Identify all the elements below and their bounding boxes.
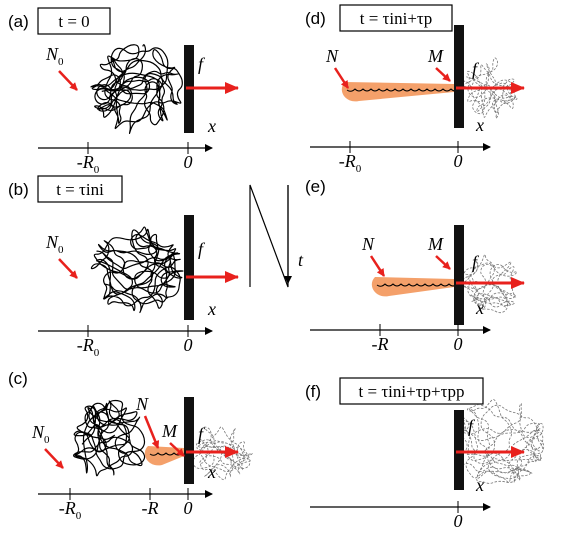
tick-label: -R0	[339, 151, 362, 175]
axis-name: x	[207, 462, 216, 482]
n0-label: N0	[45, 232, 64, 256]
pointer-arrow	[58, 258, 78, 279]
tick-label-main: -R	[77, 335, 94, 355]
axis-name: x	[207, 116, 216, 136]
time-label: t = τini+τp	[360, 9, 433, 28]
tick-label-main: -R	[339, 151, 356, 171]
tick-label-main: -R	[372, 334, 389, 354]
n-label: N	[361, 234, 375, 254]
n0-label-main: N	[45, 44, 59, 64]
tick-label-sub: 0	[94, 164, 100, 176]
panel-label: (f)	[305, 382, 321, 401]
polymer	[454, 399, 545, 484]
polymer	[73, 399, 146, 477]
tick-label: -R0	[77, 152, 100, 176]
tick-label: 0	[184, 498, 193, 518]
tick-label-main: 0	[184, 152, 193, 172]
tick-label-main: 0	[454, 151, 463, 171]
wall	[184, 215, 194, 320]
axis-name: x	[475, 115, 484, 135]
tick-label: 0	[454, 511, 463, 531]
polymer	[90, 44, 183, 135]
pointer-arrow	[435, 67, 451, 82]
time-label: t = 0	[58, 12, 89, 31]
axis-name: x	[475, 298, 484, 318]
pointer-arrow	[435, 255, 451, 270]
wall	[454, 225, 464, 325]
n-label: N	[325, 46, 339, 66]
pointer-arrow	[369, 255, 386, 277]
translocated-segment	[341, 82, 454, 102]
tick-label-sub: 0	[94, 347, 100, 359]
m-label: M	[161, 421, 178, 441]
tick-label-main: 0	[184, 335, 193, 355]
polymer	[90, 226, 184, 314]
tick-label-main: 0	[184, 498, 193, 518]
tick-label-sub: 0	[76, 510, 82, 522]
time-box	[37, 7, 111, 35]
time-box	[37, 175, 123, 203]
tick-label: 0	[184, 152, 193, 172]
n0-label-sub: 0	[44, 434, 50, 446]
time-label: t = τini+τp+τpp	[359, 382, 465, 401]
tick-label: -R	[142, 498, 159, 518]
time-box	[339, 377, 484, 405]
tick-label: 0	[184, 335, 193, 355]
pointer-arrow	[58, 70, 78, 91]
force-label: f	[198, 239, 206, 259]
n0-label: N0	[45, 44, 64, 68]
panel-label: (c)	[8, 369, 28, 388]
n0-label-main: N	[45, 232, 59, 252]
tick-label-main: -R	[59, 498, 76, 518]
chain-line	[346, 88, 460, 92]
wall	[454, 410, 464, 490]
tick-label-main: 0	[454, 334, 463, 354]
force-label: f	[472, 252, 480, 272]
m-label: M	[427, 46, 444, 66]
n0-label: N0	[31, 422, 50, 446]
pointer-arrow	[333, 67, 350, 89]
axis-name: x	[475, 475, 484, 495]
tick-label-main: 0	[454, 511, 463, 531]
panel-label: (d)	[305, 9, 326, 28]
n0-label-sub: 0	[58, 244, 64, 256]
m-label: M	[427, 234, 444, 254]
force-label: f	[198, 54, 206, 74]
panel-label: (a)	[8, 12, 29, 31]
translocated-segment	[144, 446, 184, 466]
time-arrow: t	[249, 184, 304, 288]
tick-label-main: -R	[77, 152, 94, 172]
tick-label: 0	[454, 334, 463, 354]
polymer	[192, 426, 253, 481]
tick-label-sub: 0	[356, 163, 362, 175]
time-box	[339, 4, 453, 32]
tick-label: -R0	[59, 498, 82, 522]
pointer-arrow	[44, 448, 64, 469]
polymer	[460, 254, 518, 314]
wall	[184, 397, 194, 484]
panel-label: (e)	[305, 177, 326, 196]
force-label: f	[198, 424, 206, 444]
panel-label: (b)	[8, 180, 29, 199]
force-label: f	[468, 416, 476, 436]
chain-line	[376, 283, 458, 287]
time-label: t = τini	[56, 180, 104, 199]
axis-name: x	[207, 299, 216, 319]
tick-label: -R	[372, 334, 389, 354]
n0-label-sub: 0	[58, 56, 64, 68]
wall	[454, 25, 464, 128]
tick-label: 0	[454, 151, 463, 171]
tick-label: -R0	[77, 335, 100, 359]
tick-label-main: -R	[142, 498, 159, 518]
pointer-arrow	[143, 415, 160, 449]
translocated-segment	[371, 277, 454, 297]
polymer	[461, 57, 518, 119]
n-label: N	[135, 394, 149, 414]
n0-label-main: N	[31, 422, 45, 442]
force-label: f	[472, 59, 480, 79]
pointer-arrow	[169, 442, 185, 457]
time-label: t	[298, 250, 304, 270]
